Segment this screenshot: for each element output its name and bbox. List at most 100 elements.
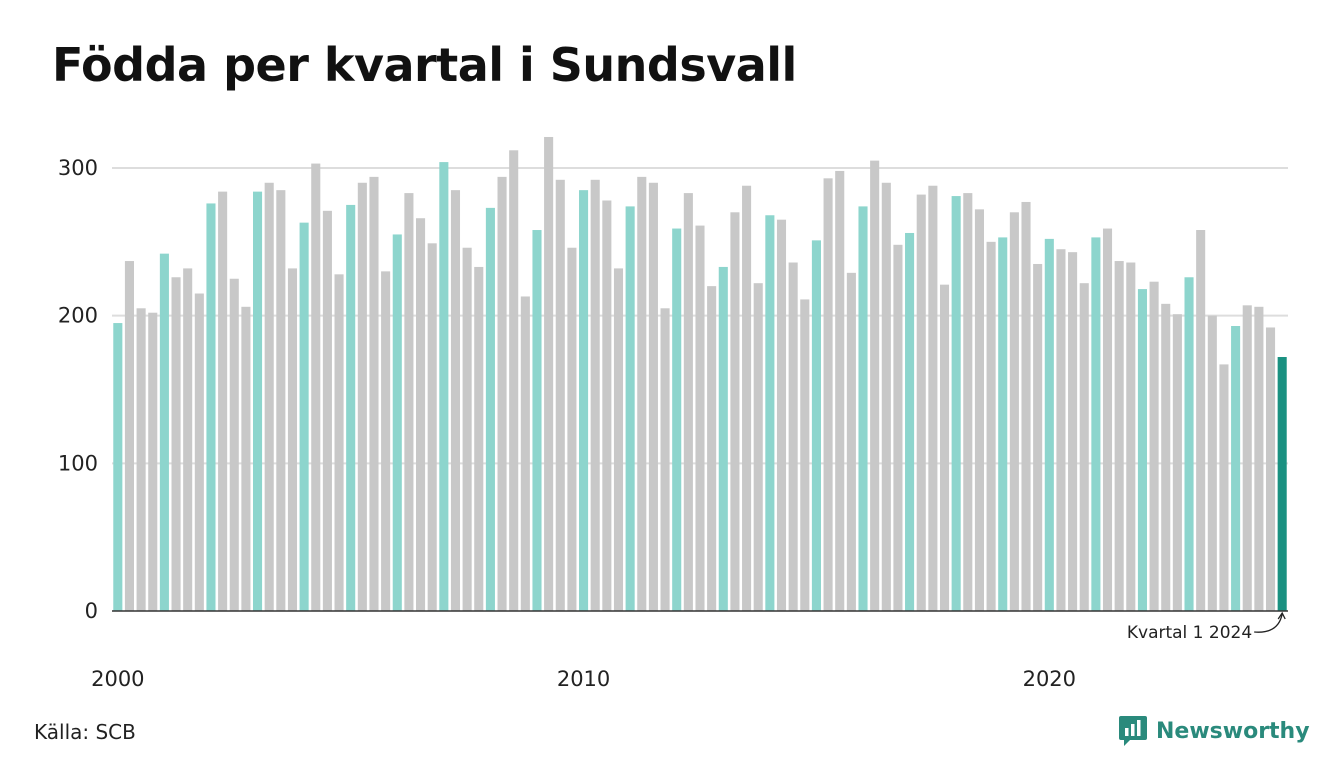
bar [939, 284, 950, 611]
bar [1056, 249, 1066, 611]
bar [1009, 212, 1019, 612]
bar [718, 266, 728, 611]
bar [520, 296, 530, 611]
bar [253, 191, 263, 611]
bar [474, 266, 484, 611]
bar [730, 212, 740, 612]
bar [672, 228, 682, 612]
bar [1172, 314, 1182, 611]
bar [404, 193, 414, 611]
bar [811, 240, 821, 612]
bar [905, 232, 915, 611]
bar [916, 194, 926, 611]
bar [392, 234, 402, 611]
bar [381, 271, 391, 611]
bar [974, 209, 984, 611]
bar [369, 176, 379, 612]
bar [183, 268, 193, 611]
bar [113, 323, 123, 611]
bar [625, 206, 635, 611]
bar [951, 196, 961, 611]
bar [1231, 326, 1241, 611]
bar [1277, 357, 1287, 611]
bar [753, 283, 763, 611]
bar [1091, 237, 1101, 611]
bar [1033, 263, 1043, 611]
annotation-label: Kvartal 1 2024 [1127, 623, 1252, 643]
bar [322, 210, 332, 611]
y-tick-labels: 0 100 200 300 [58, 156, 98, 623]
bar [276, 190, 286, 611]
y-tick-label: 0 [85, 599, 98, 623]
bar [870, 160, 880, 611]
bar [555, 179, 565, 611]
bar [334, 274, 344, 611]
bar [532, 230, 542, 611]
x-tick-label: 2020 [1023, 667, 1076, 691]
bar [637, 176, 647, 612]
bar [579, 190, 589, 611]
bar [194, 293, 204, 611]
bar [567, 247, 577, 612]
bar [485, 207, 495, 611]
bar [206, 203, 216, 611]
y-tick-label: 300 [58, 156, 98, 180]
bar [1114, 261, 1124, 611]
annotation-arrow [1254, 611, 1286, 633]
bar [450, 190, 461, 611]
bar [788, 262, 798, 611]
bar [893, 244, 903, 612]
bar [1126, 262, 1136, 611]
bar [509, 150, 519, 611]
bar [590, 179, 600, 611]
bar [648, 182, 658, 611]
bar [544, 136, 554, 612]
bar [742, 185, 752, 611]
bar [707, 286, 717, 611]
bar [462, 247, 472, 612]
chart-title: Födda per kvartal i Sundsvall [52, 38, 797, 92]
bar [986, 241, 996, 611]
bar [1149, 281, 1159, 611]
bar [660, 308, 670, 611]
bar [1161, 303, 1171, 611]
bar [963, 193, 973, 611]
bar [159, 253, 169, 611]
bar [346, 204, 356, 612]
bar [1068, 252, 1078, 612]
annotation: Kvartal 1 2024 [1127, 611, 1286, 643]
bar [765, 215, 775, 611]
bar [998, 237, 1008, 611]
bar [1044, 238, 1054, 611]
x-tick-labels: 2000 2010 2020 [91, 667, 1076, 691]
bar [357, 182, 367, 611]
bar [776, 219, 787, 611]
bar [1254, 306, 1264, 611]
y-tick-label: 100 [58, 451, 98, 475]
x-tick-label: 2000 [91, 667, 144, 691]
bars [113, 136, 1287, 612]
bar [835, 170, 845, 611]
bar [171, 277, 181, 611]
bar [311, 163, 321, 611]
source-note: Källa: SCB [34, 720, 136, 744]
bar [287, 268, 298, 611]
bar [1196, 230, 1206, 611]
bar [229, 278, 239, 611]
newsworthy-logo-icon [1119, 716, 1147, 746]
bar [846, 272, 856, 611]
brand-name: Newsworthy [1156, 718, 1310, 744]
bar [800, 299, 810, 611]
bar [1184, 277, 1194, 611]
bar [148, 312, 158, 611]
bar [881, 182, 891, 611]
bar [1242, 305, 1252, 611]
bar [1079, 283, 1089, 611]
bar [264, 182, 274, 611]
bar [858, 206, 868, 611]
bar [427, 243, 437, 611]
bar [497, 176, 507, 612]
brand: Newsworthy [1118, 714, 1310, 748]
x-tick-label: 2010 [557, 667, 610, 691]
